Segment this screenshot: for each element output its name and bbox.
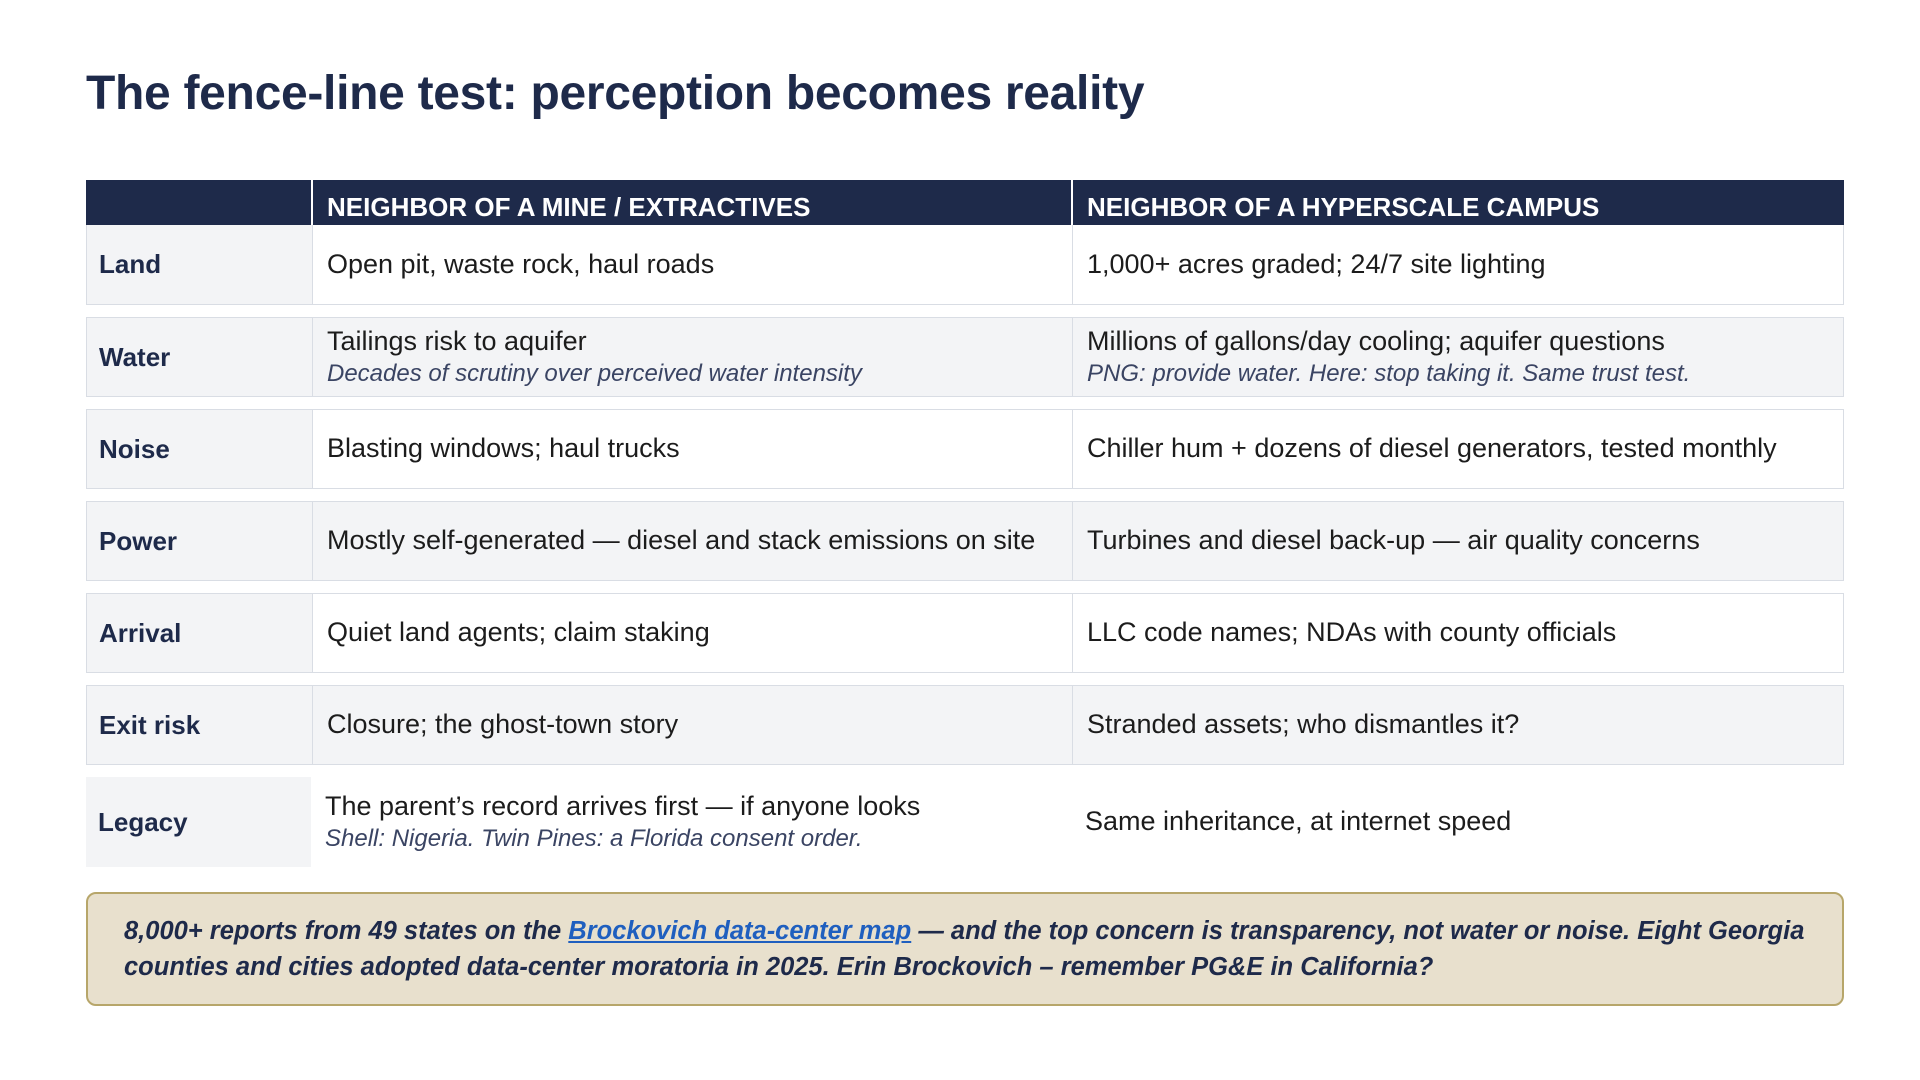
- campus-cell: LLC code names; NDAs with county officia…: [1072, 594, 1845, 672]
- campus-note: PNG: provide water. Here: stop taking it…: [1087, 360, 1691, 388]
- campus-text: Stranded assets; who dismantles it?: [1087, 709, 1520, 740]
- callout-text-start: 8,000+ reports from 49 states on the: [124, 917, 569, 945]
- campus-cell: Chiller hum + dozens of diesel generator…: [1072, 410, 1845, 488]
- row-label: Land: [87, 225, 312, 304]
- table-row: Legacy The parent’s record arrives first…: [86, 777, 1844, 867]
- table-row: Arrival Quiet land agents; claim staking…: [86, 593, 1844, 673]
- mine-text: Open pit, waste rock, haul roads: [327, 248, 715, 279]
- brockovich-map-link[interactable]: Brockovich data-center map: [568, 917, 912, 945]
- header-campus: NEIGHBOR OF A HYPERSCALE CAMPUS: [1071, 180, 1844, 225]
- table-row: Water Tailings risk to aquifer Decades o…: [86, 317, 1844, 397]
- mine-note: Shell: Nigeria. Twin Pines: a Florida co…: [325, 825, 863, 853]
- table-row: Exit risk Closure; the ghost-town story …: [86, 685, 1844, 765]
- mine-cell: Tailings risk to aquifer Decades of scru…: [312, 318, 1072, 396]
- header-mine: NEIGHBOR OF A MINE / EXTRACTIVES: [311, 180, 1071, 225]
- campus-cell: 1,000+ acres graded; 24/7 site lighting: [1072, 225, 1845, 304]
- campus-text: LLC code names; NDAs with county officia…: [1087, 617, 1617, 648]
- mine-cell: Quiet land agents; claim staking: [312, 594, 1072, 672]
- row-label: Power: [87, 502, 312, 580]
- mine-cell: The parent’s record arrives first — if a…: [311, 777, 1071, 867]
- header-blank: [86, 180, 311, 225]
- mine-cell: Closure; the ghost-town story: [312, 686, 1072, 764]
- row-label: Arrival: [87, 594, 312, 672]
- mine-note: Decades of scrutiny over perceived water…: [327, 360, 862, 388]
- table-header: NEIGHBOR OF A MINE / EXTRACTIVES NEIGHBO…: [86, 180, 1844, 225]
- mine-cell: Mostly self-generated — diesel and stack…: [312, 502, 1072, 580]
- page-title: The fence-line test: perception becomes …: [86, 67, 1145, 120]
- campus-cell: Millions of gallons/day cooling; aquifer…: [1072, 318, 1845, 396]
- row-label: Water: [87, 318, 312, 396]
- mine-text: Mostly self-generated — diesel and stack…: [327, 525, 1036, 556]
- campus-cell: Same inheritance, at internet speed: [1071, 777, 1844, 867]
- mine-text: Closure; the ghost-town story: [327, 709, 679, 740]
- row-label: Legacy: [86, 777, 311, 867]
- callout-text-end: — and the top concern is transparency, n…: [124, 917, 1805, 981]
- campus-text: Turbines and diesel back-up — air qualit…: [1087, 525, 1700, 556]
- row-label: Exit risk: [87, 686, 312, 764]
- table-row: Land Open pit, waste rock, haul roads 1,…: [86, 225, 1844, 305]
- mine-text: Quiet land agents; claim staking: [327, 617, 710, 648]
- campus-text: Same inheritance, at internet speed: [1085, 806, 1512, 837]
- table-row: Power Mostly self-generated — diesel and…: [86, 501, 1844, 581]
- campus-cell: Turbines and diesel back-up — air qualit…: [1072, 502, 1845, 580]
- callout-box: 8,000+ reports from 49 states on the Bro…: [86, 892, 1844, 1006]
- campus-text: Millions of gallons/day cooling; aquifer…: [1087, 325, 1665, 356]
- table-row: Noise Blasting windows; haul trucks Chil…: [86, 409, 1844, 489]
- mine-text: Tailings risk to aquifer: [327, 325, 587, 356]
- mine-cell: Blasting windows; haul trucks: [312, 410, 1072, 488]
- comparison-table: NEIGHBOR OF A MINE / EXTRACTIVES NEIGHBO…: [86, 180, 1844, 867]
- campus-cell: Stranded assets; who dismantles it?: [1072, 686, 1845, 764]
- mine-text: The parent’s record arrives first — if a…: [325, 790, 921, 821]
- row-label: Noise: [87, 410, 312, 488]
- mine-cell: Open pit, waste rock, haul roads: [312, 225, 1072, 304]
- mine-text: Blasting windows; haul trucks: [327, 433, 680, 464]
- campus-text: 1,000+ acres graded; 24/7 site lighting: [1087, 248, 1546, 279]
- campus-text: Chiller hum + dozens of diesel generator…: [1087, 433, 1777, 464]
